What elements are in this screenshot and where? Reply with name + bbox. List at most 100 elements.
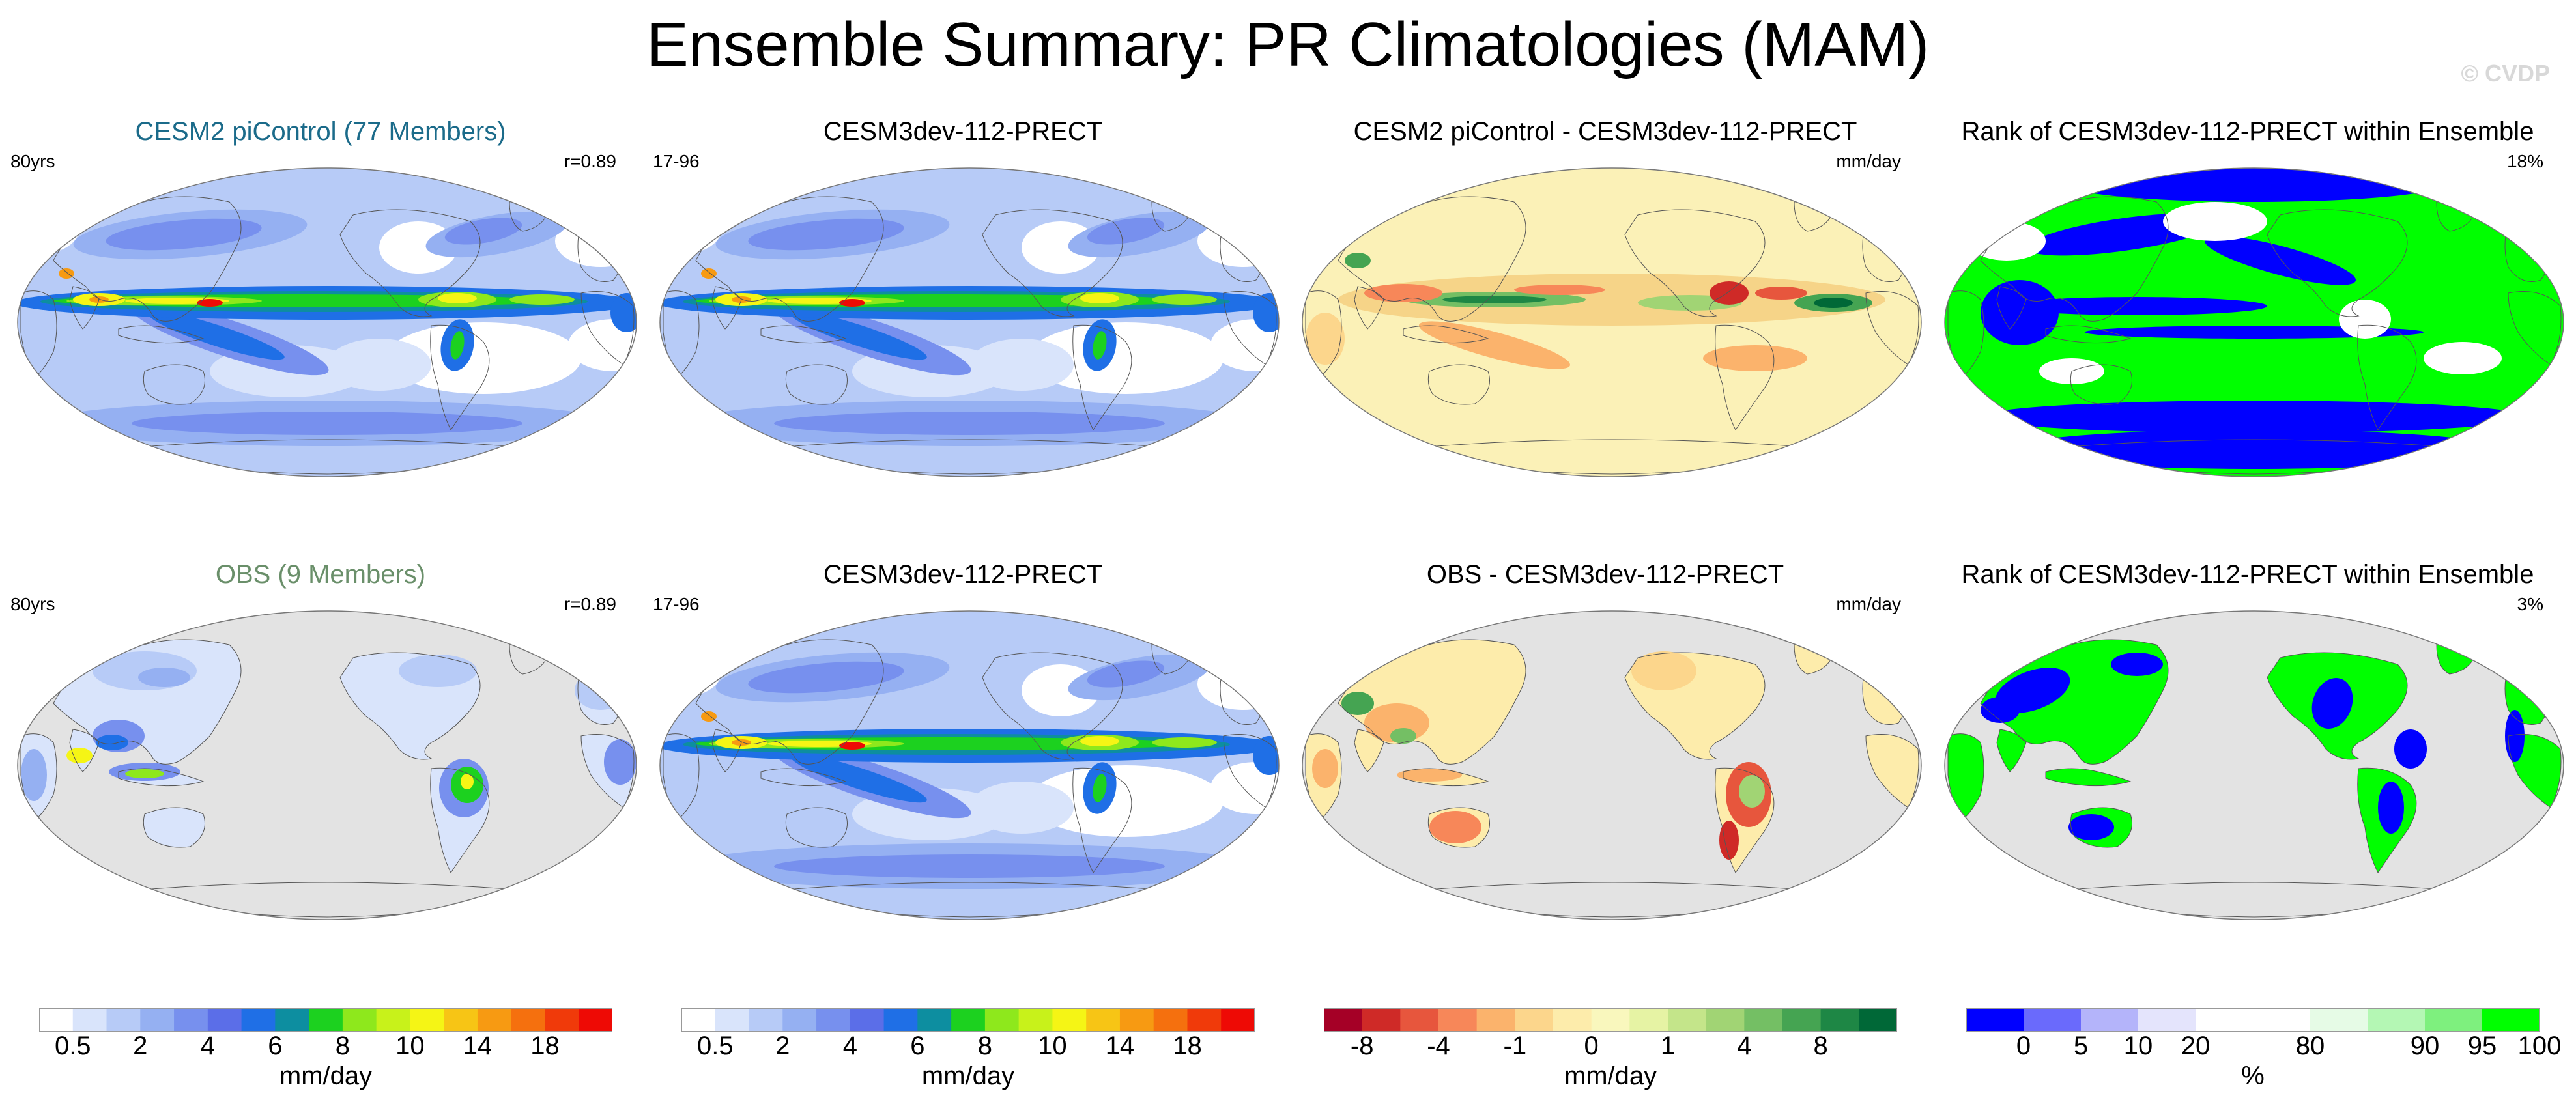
diff-region bbox=[1442, 296, 1547, 303]
colorbar-swatch bbox=[444, 1008, 478, 1032]
colorbar-swatch bbox=[1438, 1008, 1478, 1032]
rank-region bbox=[2111, 653, 2163, 676]
colorbar-swatch bbox=[1362, 1008, 1401, 1032]
panel-title: CESM2 piControl - CESM3dev-112-PRECT bbox=[1353, 117, 1857, 146]
colorbar-tick-label: 80 bbox=[2295, 1032, 2325, 1060]
rank-region bbox=[2007, 297, 2267, 315]
colorbar-swatch bbox=[1668, 1008, 1707, 1032]
colorbar-swatch bbox=[1591, 1008, 1630, 1032]
diff-region bbox=[1338, 274, 1885, 326]
coastline-samerica bbox=[2357, 324, 2417, 430]
spcz bbox=[790, 311, 927, 360]
storm-track bbox=[1087, 218, 1165, 245]
rank-region bbox=[1968, 221, 2046, 261]
colorbar-outline bbox=[1966, 1008, 2540, 1032]
colorbar-swatches bbox=[39, 1008, 612, 1032]
colorbar-unit: % bbox=[2241, 1062, 2265, 1090]
land-precip bbox=[125, 769, 164, 778]
coastline-india bbox=[69, 729, 100, 772]
colorbar-tick-label: 6 bbox=[268, 1032, 283, 1060]
map-boundary bbox=[17, 167, 637, 477]
rank-region bbox=[2059, 168, 2450, 202]
colorbar-tick-label: 10 bbox=[395, 1032, 425, 1060]
rank-region bbox=[2163, 202, 2267, 241]
itcz-core bbox=[839, 742, 865, 750]
land-precip bbox=[604, 739, 637, 785]
colorbar-swatch bbox=[39, 1008, 74, 1032]
colorbar-swatch bbox=[1629, 1008, 1668, 1032]
colorbar-swatch bbox=[2425, 1008, 2483, 1032]
colorbar-swatch bbox=[1119, 1008, 1154, 1032]
colorbar-tick-label: 5 bbox=[2073, 1032, 2089, 1060]
colorbar-swatches bbox=[681, 1008, 1255, 1032]
storm-track bbox=[748, 218, 904, 251]
colorbar-tick-label: 18 bbox=[530, 1032, 560, 1060]
colorbar-swatch bbox=[850, 1008, 885, 1032]
land-precip bbox=[138, 668, 190, 687]
coastline-indonesia bbox=[1403, 768, 1489, 787]
map-boundary bbox=[1302, 610, 1922, 920]
panel-title: CESM3dev-112-PRECT bbox=[823, 560, 1103, 589]
diff-region bbox=[1814, 298, 1853, 308]
colorbar-swatch bbox=[2138, 1008, 2196, 1032]
colorbar-swatch bbox=[275, 1008, 309, 1032]
colorbar-swatch bbox=[816, 1008, 851, 1032]
colorbar-ticks: 0.5 2 4 6 8 10 14 18 bbox=[39, 1032, 612, 1062]
colorbar-swatch bbox=[1966, 1008, 2024, 1032]
colorbar-tick-label: 1 bbox=[1660, 1032, 1676, 1060]
rank-region bbox=[2394, 729, 2427, 769]
land-precip bbox=[399, 655, 477, 687]
obs-diff-map bbox=[1302, 610, 1922, 920]
colorbar-swatch bbox=[511, 1008, 545, 1032]
land-diff bbox=[1429, 811, 1481, 843]
coastline-asia bbox=[1338, 196, 1526, 322]
colorbar-swatch bbox=[174, 1008, 208, 1032]
storm-track bbox=[774, 854, 1165, 878]
rank-map bbox=[1944, 610, 2564, 920]
map-boundary bbox=[1302, 167, 1922, 477]
land-diff bbox=[1739, 775, 1765, 808]
land-diff-africa2 bbox=[1866, 734, 1919, 808]
coastline-australia bbox=[2070, 807, 2132, 848]
rank-region bbox=[2085, 326, 2424, 339]
coastline-india bbox=[711, 286, 742, 330]
land-precip bbox=[450, 331, 465, 360]
coastline-samerica bbox=[2357, 767, 2417, 873]
map-layer bbox=[1302, 168, 1921, 477]
coastline-india bbox=[1996, 286, 2027, 330]
colorbar-swatch bbox=[342, 1008, 377, 1032]
map-boundary bbox=[1944, 167, 2564, 477]
colorbar-tick-label: 2 bbox=[775, 1032, 790, 1060]
colorbar-swatch bbox=[2482, 1008, 2540, 1032]
colorbar-tick-label: 90 bbox=[2410, 1032, 2440, 1060]
coastline-australia bbox=[143, 807, 205, 848]
units-label: mm/day bbox=[1836, 151, 1901, 171]
figure-title: Ensemble Summary: PR Climatologies (MAM) bbox=[646, 10, 1930, 79]
rank-region bbox=[2204, 236, 2356, 285]
diff-region bbox=[1345, 253, 1371, 268]
land-rank-india bbox=[1997, 729, 2026, 772]
land-precip-australia bbox=[143, 808, 205, 847]
itcz-core bbox=[1152, 737, 1217, 748]
land-precip bbox=[461, 774, 474, 789]
diff-region bbox=[1514, 285, 1605, 295]
colorbar-swatch bbox=[1476, 1008, 1515, 1032]
coastline-namerica bbox=[2267, 209, 2408, 317]
colorbar-tick-label: 20 bbox=[2181, 1032, 2211, 1060]
colorbar-tick-label: 0.5 bbox=[696, 1032, 734, 1060]
land-diff bbox=[1631, 651, 1696, 690]
coastline-namerica bbox=[982, 652, 1123, 760]
coastline-australia bbox=[1427, 807, 1490, 848]
rank-region bbox=[2311, 678, 2353, 729]
rank-region bbox=[1981, 697, 2020, 723]
storm-track bbox=[748, 661, 904, 694]
coastline-asia bbox=[53, 196, 242, 322]
correlation-label: r=0.89 bbox=[564, 151, 616, 171]
colorbar-swatch bbox=[72, 1008, 107, 1032]
map-background bbox=[18, 611, 637, 920]
colorbar-ticks: -8 -4 -1 0 1 4 8 bbox=[1324, 1032, 1897, 1062]
diff-region bbox=[1364, 284, 1442, 302]
correlation-label: r=0.89 bbox=[564, 594, 616, 614]
coastline-australia bbox=[785, 807, 848, 848]
monsoon-core bbox=[59, 268, 74, 279]
